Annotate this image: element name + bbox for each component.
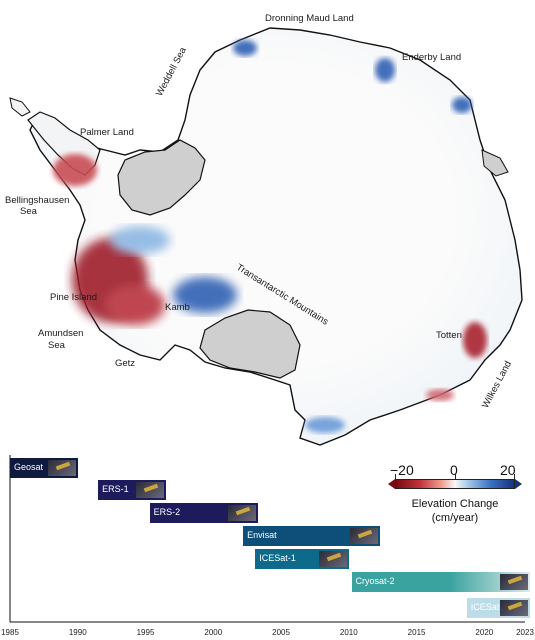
mission-bar-ers-1: ERS-1 <box>98 480 166 500</box>
legend-title: Elevation Change <box>411 498 499 510</box>
antarctica-elevation-map <box>9 27 523 446</box>
ross-ice-shelf <box>199 309 301 379</box>
label-enderby-land: Enderby Land <box>402 52 462 63</box>
mission-label: ERS-2 <box>153 507 181 517</box>
totten-loss <box>463 322 487 358</box>
enderby-gain-2 <box>452 97 472 113</box>
mission-label: ERS-1 <box>102 484 129 494</box>
mission-bar-cryosat-2: Cryosat-2 <box>351 572 530 592</box>
mission-label: Envisat <box>247 530 277 540</box>
label-amundsen-sea: Sea <box>48 340 65 351</box>
mission-bar-envisat: Envisat <box>243 526 380 546</box>
label-totten: Totten <box>436 330 462 341</box>
year-tick-label: 2023 <box>516 628 534 637</box>
mission-bar-icesat-2: ICESat-2 <box>466 598 530 618</box>
wilkes-loss <box>426 389 454 401</box>
label-kamb: Kamb <box>165 302 190 313</box>
year-tick-label: 2010 <box>339 628 358 637</box>
legend-unit: (cm/year) <box>431 512 479 524</box>
label-getz: Getz <box>115 358 136 369</box>
year-tick-label: 1990 <box>68 628 87 637</box>
mission-label: Geosat <box>14 462 44 472</box>
legend-tick-max: 20 <box>500 462 516 478</box>
peninsula-loss <box>53 154 97 186</box>
label-dronning-maud-land: Dronning Maud Land <box>265 13 354 24</box>
mission-label: ICESat-2 <box>470 602 508 612</box>
legend-colorbar <box>395 479 515 489</box>
mission-bar-geosat: Geosat <box>10 458 78 478</box>
label-palmer-land: Palmer Land <box>80 127 134 138</box>
coast-gain-south <box>305 417 345 433</box>
amery-ice-shelf <box>481 149 509 177</box>
label-pine-island: Pine Island <box>50 292 98 303</box>
label-bellingshausen: Bellingshausen <box>5 195 70 206</box>
coast-gain-west <box>110 226 170 254</box>
mission-label: ICESat-1 <box>259 553 296 563</box>
ronne-ice-shelf <box>117 139 206 216</box>
antarctica-landmass <box>29 27 523 446</box>
timeline-axis <box>9 455 525 623</box>
year-tick-label: 2015 <box>407 628 426 637</box>
mission-bar-icesat-1: ICESat-1 <box>255 549 349 569</box>
year-tick-label: 2005 <box>272 628 290 637</box>
year-tick-label: 2000 <box>204 628 223 637</box>
year-tick-label: 1995 <box>136 628 155 637</box>
enderby-gain <box>375 58 395 82</box>
mission-bar-ers-2: ERS-2 <box>149 503 258 523</box>
legend-tick-zero: 0 <box>450 462 458 478</box>
label-amundsen: Amundsen <box>38 328 84 339</box>
mission-label: Cryosat-2 <box>355 576 395 586</box>
year-tick-label: 2020 <box>475 628 494 637</box>
dml-gain-1 <box>233 40 257 56</box>
thwaites-loss <box>105 285 165 325</box>
kamb-gain <box>173 277 237 313</box>
label-bellingshausen-sea: Sea <box>20 206 37 217</box>
peninsula-tip <box>9 97 31 117</box>
year-tick-label: 1985 <box>1 628 19 637</box>
